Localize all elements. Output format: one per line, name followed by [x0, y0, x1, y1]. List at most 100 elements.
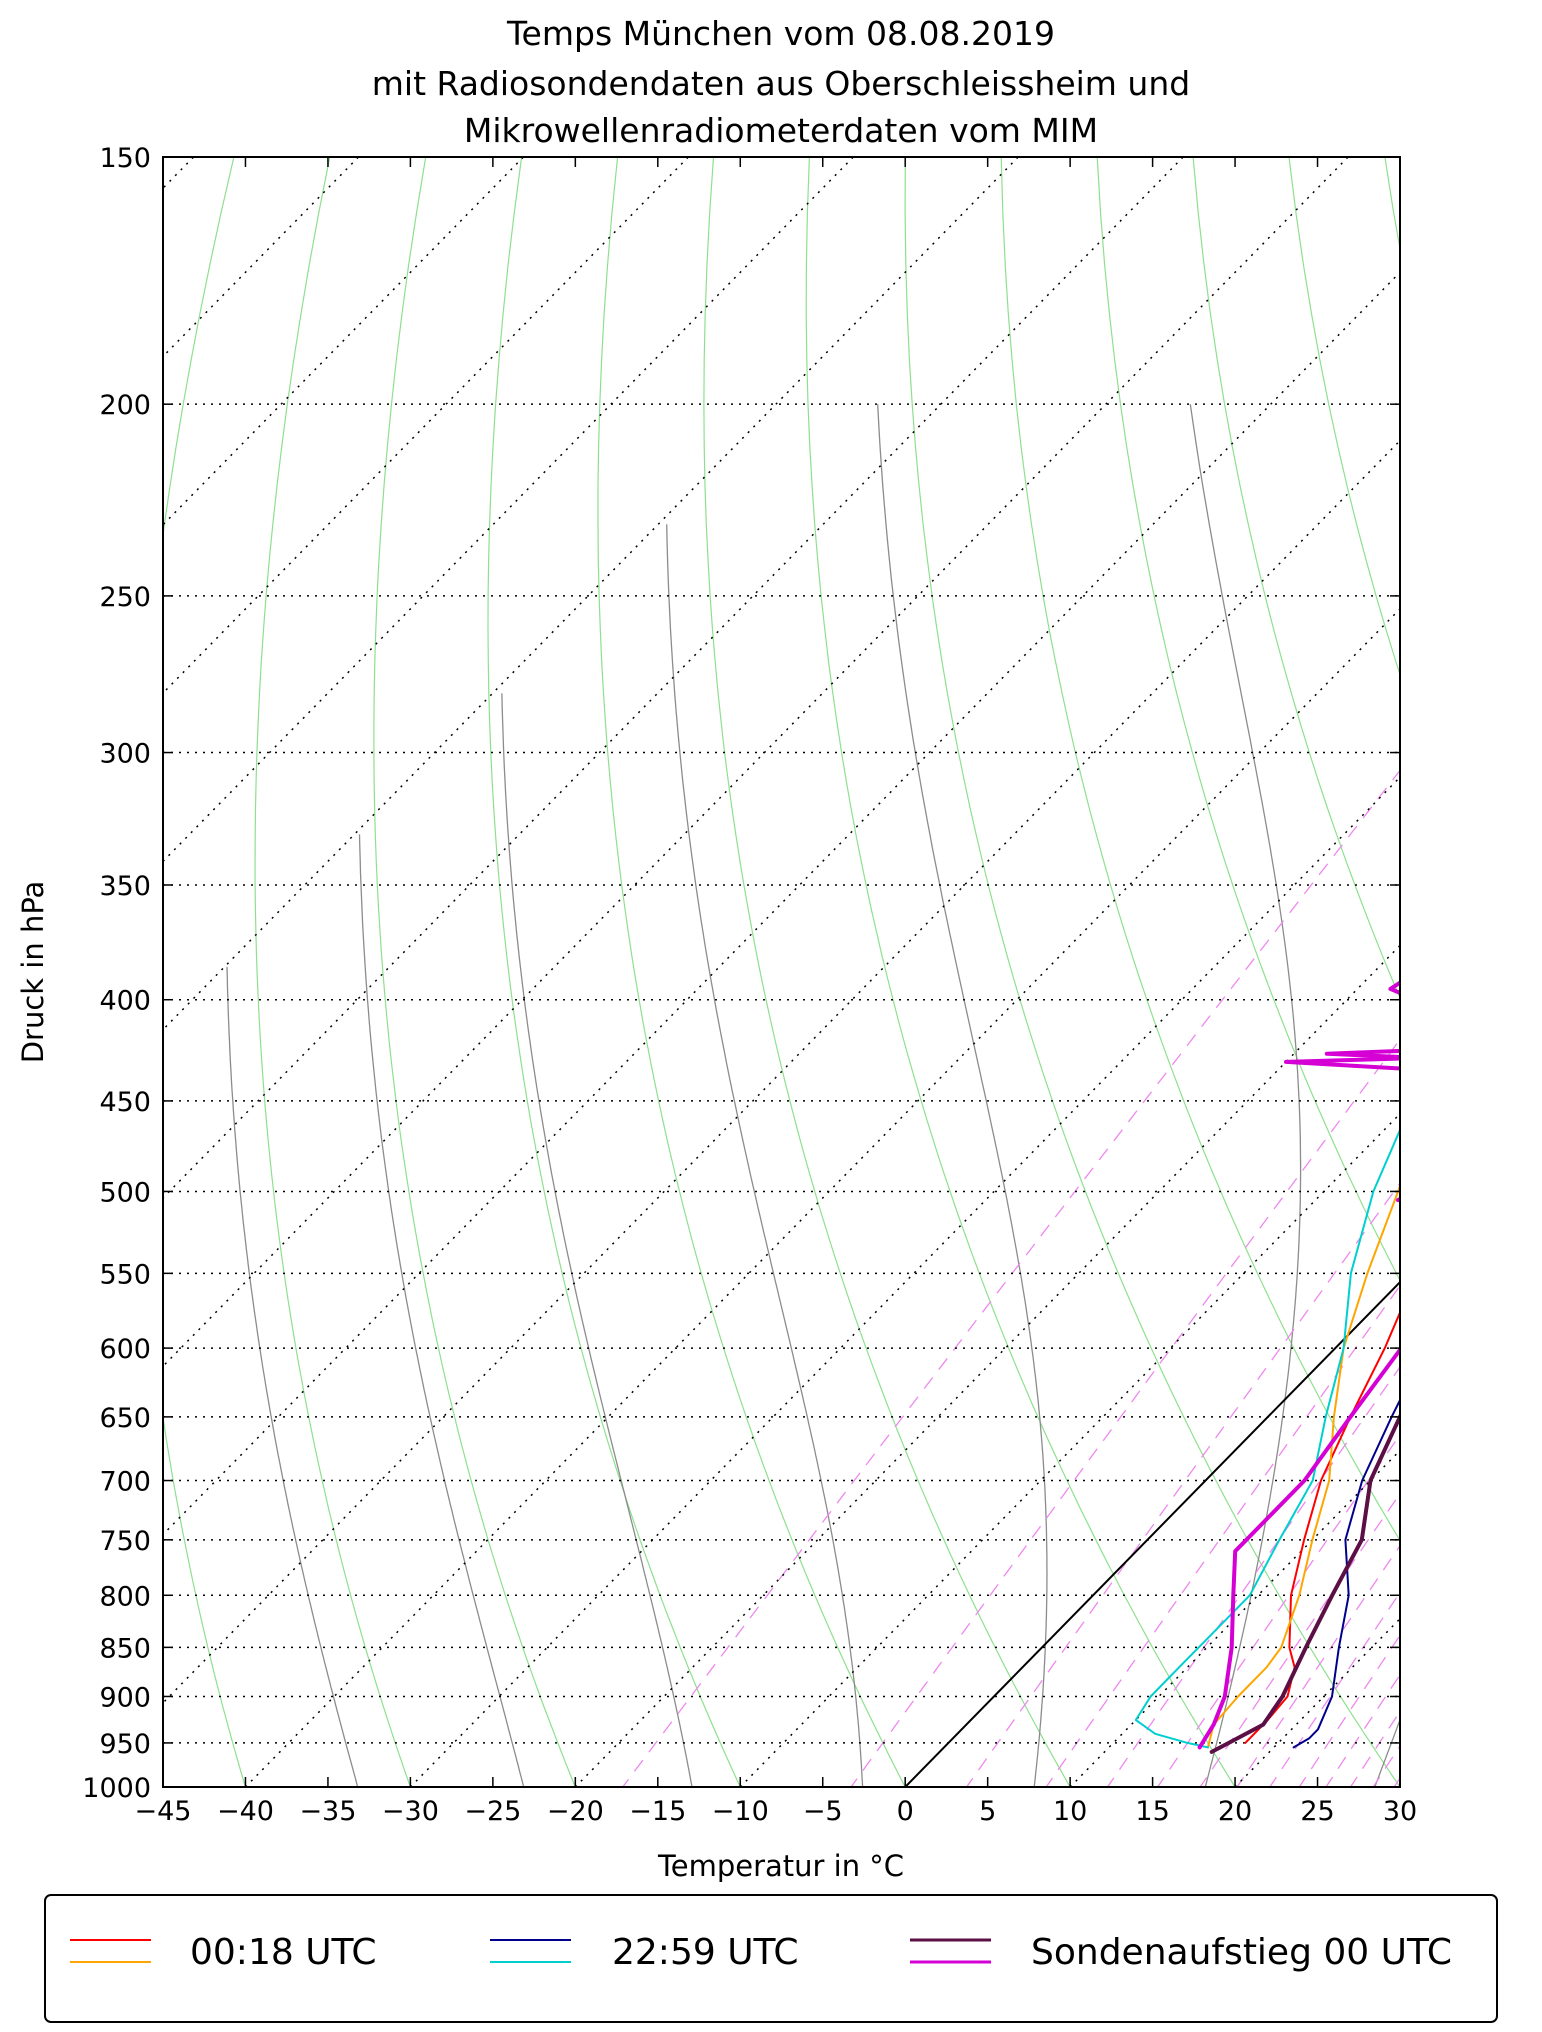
y-tick-label: 1000: [82, 1773, 151, 1804]
y-tick-label: 200: [99, 390, 151, 421]
mixing-ratio-line: [1045, 1284, 1400, 1787]
x-axis-label: Temperatur in °C: [657, 1849, 904, 1883]
legend-label-2259: 22:59 UTC: [612, 1932, 799, 1973]
thermodynamic-background-lines: [163, 0, 1542, 1829]
x-tick-label: −30: [382, 1796, 439, 1827]
dry-adiabat: [373, 157, 576, 1787]
isotherm: [163, 439, 1400, 1704]
chart-title-line-1: Temps München vom 08.08.2019: [506, 14, 1055, 53]
chart-title-line-3: Mikrowellenradiometerdaten vom MIM: [464, 111, 1098, 150]
legend-box: [44, 1894, 1498, 2023]
x-tick-label: 15: [1135, 1796, 1169, 1827]
dry-adiabat: [1527, 0, 1542, 1829]
x-tick-label: 10: [1053, 1796, 1087, 1827]
x-tick-label: 30: [1383, 1796, 1417, 1827]
x-tick-label: −45: [135, 1796, 192, 1827]
y-axis-label: Druck in hPa: [16, 881, 50, 1064]
series-sonde-dew: [1197, 980, 1400, 1750]
legend-label-0018: 00:18 UTC: [190, 1932, 377, 1973]
y-tick-label: 300: [99, 739, 151, 770]
y-tick-label: 750: [99, 1526, 151, 1557]
moist-adiabat: [1189, 404, 1302, 1787]
mixing-ratio-line: [621, 769, 1400, 1787]
series-mwr2259-temp: [1292, 1397, 1400, 1749]
y-tick-label: 650: [99, 1403, 151, 1434]
isotherm: [574, 944, 1400, 1787]
mixing-ratio-line: [1236, 1544, 1400, 1787]
moist-adiabat: [358, 834, 525, 1787]
mixing-ratio-line: [965, 1182, 1400, 1787]
isotherm: [163, 157, 1184, 1200]
isotherm: [409, 776, 1400, 1787]
chart-title-line-2: mit Radiosondendaten aus Oberschleisshei…: [372, 64, 1190, 103]
y-tick-label: 450: [99, 1087, 151, 1118]
isotherm: [244, 607, 1400, 1787]
y-tick-label: 250: [99, 582, 151, 613]
moist-adiabat: [501, 693, 693, 1787]
moist-adiabat: [877, 404, 1048, 1787]
isotherm: [739, 1112, 1400, 1787]
mixing-ratio-line: [1387, 404, 1542, 1829]
mixing-ratio-line: [1470, 404, 1542, 1829]
mixing-ratio-line: [1298, 1634, 1400, 1787]
dry-adiabat: [1096, 157, 1400, 1282]
y-tick-label: 400: [99, 986, 151, 1017]
dry-adiabat: [597, 157, 906, 1787]
moist-adiabat: [1524, 404, 1542, 1829]
moist-adiabat: [666, 524, 864, 1787]
dry-adiabat: [1288, 157, 1400, 677]
mixing-ratio-line: [1405, 404, 1542, 1829]
mixing-ratio-line: [1393, 1776, 1400, 1787]
x-tick-label: −5: [803, 1796, 843, 1827]
isotherm: [163, 157, 524, 526]
y-tick-label: 600: [99, 1334, 151, 1365]
mixing-ratio-line: [1349, 1710, 1400, 1787]
mixing-ratio-line: [850, 1038, 1400, 1787]
dry-adiabat: [904, 157, 1400, 1787]
x-tick-label: −15: [629, 1796, 686, 1827]
isotherm: [163, 157, 360, 358]
moist-adiabat: [1374, 1718, 1400, 1787]
mixing-ratio-line: [1269, 1591, 1400, 1787]
mixing-ratio-line: [1455, 404, 1542, 1829]
x-tick-label: −25: [464, 1796, 521, 1827]
dry-adiabat: [254, 157, 412, 1787]
y-tick-label: 150: [99, 143, 151, 174]
x-tick-label: 25: [1300, 1796, 1334, 1827]
legend-label-sonde: Sondenaufstieg 00 UTC: [1031, 1932, 1452, 1973]
dry-adiabat: [487, 157, 741, 1787]
moist-adiabat: [226, 966, 359, 1787]
x-tick-label: 20: [1218, 1796, 1252, 1827]
x-tick-label: 5: [979, 1796, 996, 1827]
x-tick-label: −35: [299, 1796, 356, 1827]
dry-adiabat: [1000, 157, 1400, 1542]
plot-frame: [162, 156, 1401, 1788]
mixing-ratio-line: [1156, 1433, 1400, 1787]
dry-adiabat: [805, 157, 1236, 1787]
y-tick-label: 900: [99, 1682, 151, 1713]
y-tick-label: 550: [99, 1259, 151, 1290]
series-mwr2259-dew: [1134, 1127, 1400, 1749]
mixing-ratio-line: [1199, 1492, 1400, 1787]
x-tick-label: 0: [897, 1796, 914, 1827]
y-tick-label: 350: [99, 871, 151, 902]
y-axis-ticks: 1000 950 900 850 800 750 700 650 600 550 500 450 400…: [82, 143, 1400, 1804]
y-tick-label: 500: [99, 1177, 151, 1208]
dry-adiabat: [703, 157, 1071, 1787]
mixing-ratio-line: [1372, 1744, 1400, 1787]
x-axis-ticks: −45 −40 −35 −30 −25 −20 −15 −10 −5 0 5 10 15 20 25 30: [135, 157, 1417, 1827]
series-sonde-temp: [1209, 1412, 1400, 1754]
isotherm: [1069, 1449, 1400, 1787]
x-tick-label: −20: [547, 1796, 604, 1827]
legend: 00:18 UTC 22:59 UTC Sondenaufstieg 00 UT…: [44, 1894, 1498, 2023]
mixing-ratio-line: [1439, 404, 1542, 1829]
isotherm: [1399, 1785, 1400, 1787]
y-tick-label: 950: [99, 1729, 151, 1760]
x-tick-label: −40: [217, 1796, 274, 1827]
dry-adiabat: [163, 157, 247, 1787]
mixing-ratio-line: [1106, 1365, 1400, 1787]
series-mwr0018-dew: [1206, 1182, 1400, 1749]
y-tick-label: 700: [99, 1467, 151, 1498]
dry-adiabat: [1441, 0, 1542, 1829]
